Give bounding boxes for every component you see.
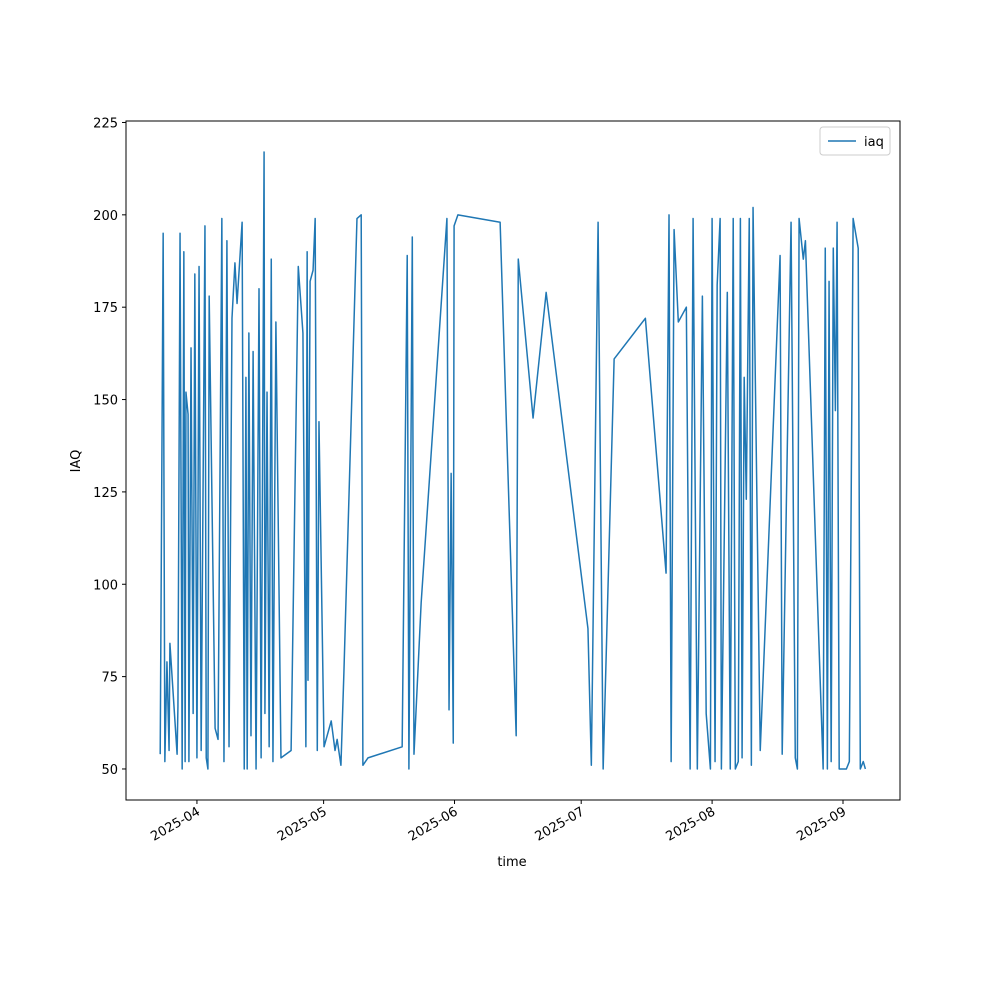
x-tick-label: 2025-04 xyxy=(148,804,203,844)
x-tick-label: 2025-05 xyxy=(275,804,330,844)
y-tick-label: 225 xyxy=(93,116,118,131)
x-tick-label: 2025-09 xyxy=(794,804,849,844)
y-axis-label: IAQ xyxy=(69,450,84,473)
data-line xyxy=(159,151,867,770)
y-tick-label: 100 xyxy=(93,578,118,593)
legend-label: iaq xyxy=(864,135,884,150)
y-tick-label: 50 xyxy=(101,763,118,778)
x-tick-label: 2025-06 xyxy=(406,804,461,844)
x-axis-label: time xyxy=(497,855,526,870)
y-tick-label: 175 xyxy=(93,301,118,316)
y-tick-label: 200 xyxy=(93,209,118,224)
x-tick-label: 2025-08 xyxy=(664,804,719,844)
y-tick-label: 75 xyxy=(101,671,118,686)
y-tick-label: 125 xyxy=(93,486,118,501)
plot-frame xyxy=(125,120,901,801)
x-tick-label: 2025-07 xyxy=(533,804,588,844)
y-tick-label: 150 xyxy=(93,394,118,409)
